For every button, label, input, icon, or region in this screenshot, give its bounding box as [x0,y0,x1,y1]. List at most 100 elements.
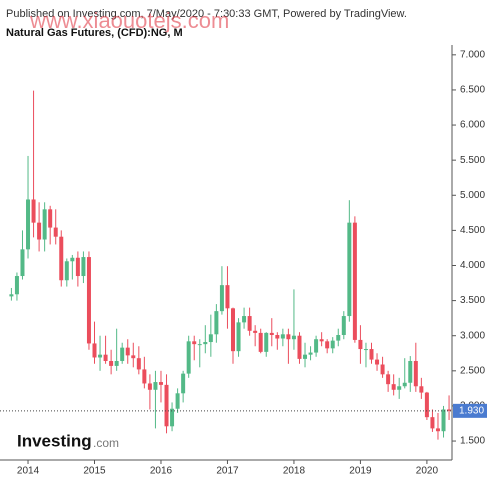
candle-body [186,341,191,374]
candle-body [352,222,357,340]
candle-body [59,236,64,281]
watermark: www.xiaouotejs.com [29,8,229,33]
candle-body [314,339,319,353]
candle-body [208,334,213,343]
candle-body [214,311,219,335]
candle-body [175,393,180,409]
candle-body [31,199,36,223]
candle-body [170,408,175,427]
y-tick-label: 5.000 [460,190,485,201]
candle-body [441,409,446,432]
candle-body [125,347,130,356]
candle-body [120,347,125,361]
candle-body [181,373,186,394]
candle-body [109,360,114,366]
candle-body [369,349,374,360]
x-tick-label: 2017 [216,466,239,477]
candle-body [98,354,103,358]
candle-body [419,386,424,393]
candle-body [197,344,202,346]
candle-body [103,354,108,361]
candle-body [391,384,396,390]
candle-body [341,316,346,336]
y-tick-label: 3.000 [460,330,485,341]
candle-body [275,335,280,339]
y-tick-label: 5.500 [460,155,485,166]
candle-body [14,276,19,295]
y-tick-label: 3.500 [460,295,485,306]
candle-body [48,209,53,228]
last-price-box [453,403,487,418]
candle-body [269,332,274,336]
candle-body [131,355,136,359]
x-tick-label: 2018 [283,466,306,477]
y-tick-label: 7.000 [460,49,485,60]
candle-body [347,222,352,317]
candle-body [447,409,452,411]
candle-body [336,335,341,341]
candle-body [236,322,241,352]
candle-body [435,428,440,432]
y-tick-label: 6.500 [460,85,485,96]
candle-body [225,285,230,309]
candle-body [81,257,86,277]
candle-body [42,209,47,240]
candle-body [308,352,313,355]
y-tick-label: 6.000 [460,120,485,131]
candle-body [413,360,418,387]
candle-body [20,249,25,277]
candle-body [375,359,380,365]
candle-body [253,330,258,333]
y-tick-label: 4.500 [460,225,485,236]
candle-body [142,369,147,384]
candle-body [386,374,391,385]
candle-body [319,339,324,342]
candle-body [358,339,363,350]
candle-body [291,335,296,340]
candle-body [402,382,407,387]
last-price-label: 1.930 [459,405,484,416]
candle-body [325,341,330,349]
candle-body [37,222,42,240]
candle-body [264,332,269,352]
candle-body [219,285,224,312]
candle-body [280,334,285,339]
candle-body [303,354,308,359]
candle-body [258,332,263,352]
candle-body [164,384,169,427]
y-tick-label: 2.500 [460,365,485,376]
candle-body [53,227,58,237]
candle-body [231,308,235,352]
candle-body [9,294,14,297]
candle-body [192,341,197,345]
x-tick-label: 2019 [349,466,372,477]
candle-body [203,342,208,345]
candle-body [153,382,158,390]
candle-body [430,417,435,429]
y-tick-label: 4.000 [460,260,485,271]
candle-body [158,382,163,385]
logo-suffix: .com [93,436,119,450]
y-tick-label: 1.500 [460,436,485,447]
x-tick-label: 2020 [416,466,439,477]
x-tick-label: 2015 [83,466,106,477]
candle-body [136,358,141,370]
header: Published on Investing.com, 7/May/2020 -… [6,8,407,20]
candle-body [70,257,75,262]
x-tick-label: 2016 [150,466,173,477]
logo: Investing [17,431,92,450]
candle-body [75,257,80,277]
chart-title: Natural Gas Futures, (CFD):NG, M [6,27,183,39]
candle-body [363,349,368,351]
candle-body [297,335,302,359]
candle-body [286,334,291,340]
candle-body [92,343,97,358]
candle-body [380,364,385,375]
candle-body [114,360,119,366]
candle-body [147,383,152,390]
candle-body [247,316,252,331]
candle-body [64,261,69,281]
candle-body [424,392,429,418]
candle-body [330,340,335,349]
